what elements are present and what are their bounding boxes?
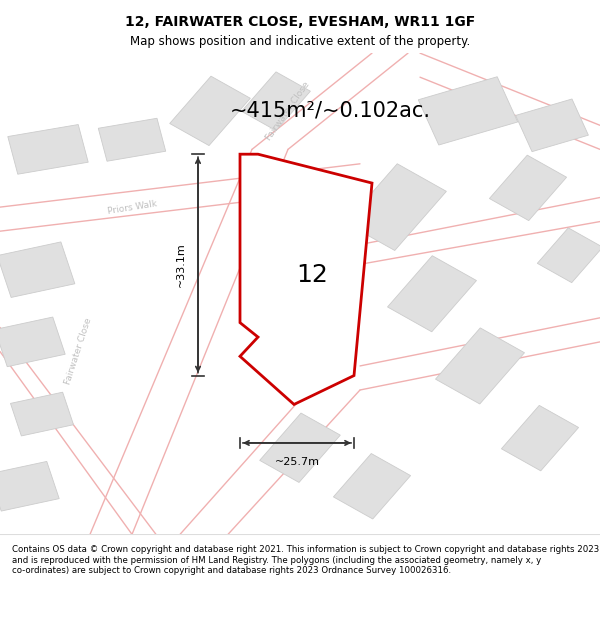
Text: ~33.1m: ~33.1m xyxy=(176,242,186,288)
Text: Priors Walk: Priors Walk xyxy=(107,199,157,216)
Polygon shape xyxy=(490,155,566,221)
Polygon shape xyxy=(170,76,250,146)
Polygon shape xyxy=(334,454,410,519)
Text: Fairwater Close: Fairwater Close xyxy=(265,80,311,142)
Polygon shape xyxy=(242,72,310,131)
Text: 12: 12 xyxy=(296,262,328,286)
Polygon shape xyxy=(240,154,372,404)
Polygon shape xyxy=(346,164,446,251)
Polygon shape xyxy=(418,77,518,145)
Text: 12, FAIRWATER CLOSE, EVESHAM, WR11 1GF: 12, FAIRWATER CLOSE, EVESHAM, WR11 1GF xyxy=(125,15,475,29)
Text: Map shows position and indicative extent of the property.: Map shows position and indicative extent… xyxy=(130,34,470,48)
Polygon shape xyxy=(515,99,589,152)
Polygon shape xyxy=(0,242,75,298)
Text: Contains OS data © Crown copyright and database right 2021. This information is : Contains OS data © Crown copyright and d… xyxy=(12,545,599,575)
Polygon shape xyxy=(388,256,476,332)
Text: Fairwater Close: Fairwater Close xyxy=(63,317,93,386)
Text: ~415m²/~0.102ac.: ~415m²/~0.102ac. xyxy=(229,101,431,121)
Polygon shape xyxy=(538,228,600,282)
Polygon shape xyxy=(260,413,340,482)
Polygon shape xyxy=(436,328,524,404)
Polygon shape xyxy=(98,118,166,161)
Polygon shape xyxy=(0,317,65,367)
Polygon shape xyxy=(8,124,88,174)
Polygon shape xyxy=(0,461,59,511)
Polygon shape xyxy=(10,392,74,436)
Polygon shape xyxy=(502,406,578,471)
Text: ~25.7m: ~25.7m xyxy=(275,458,320,468)
